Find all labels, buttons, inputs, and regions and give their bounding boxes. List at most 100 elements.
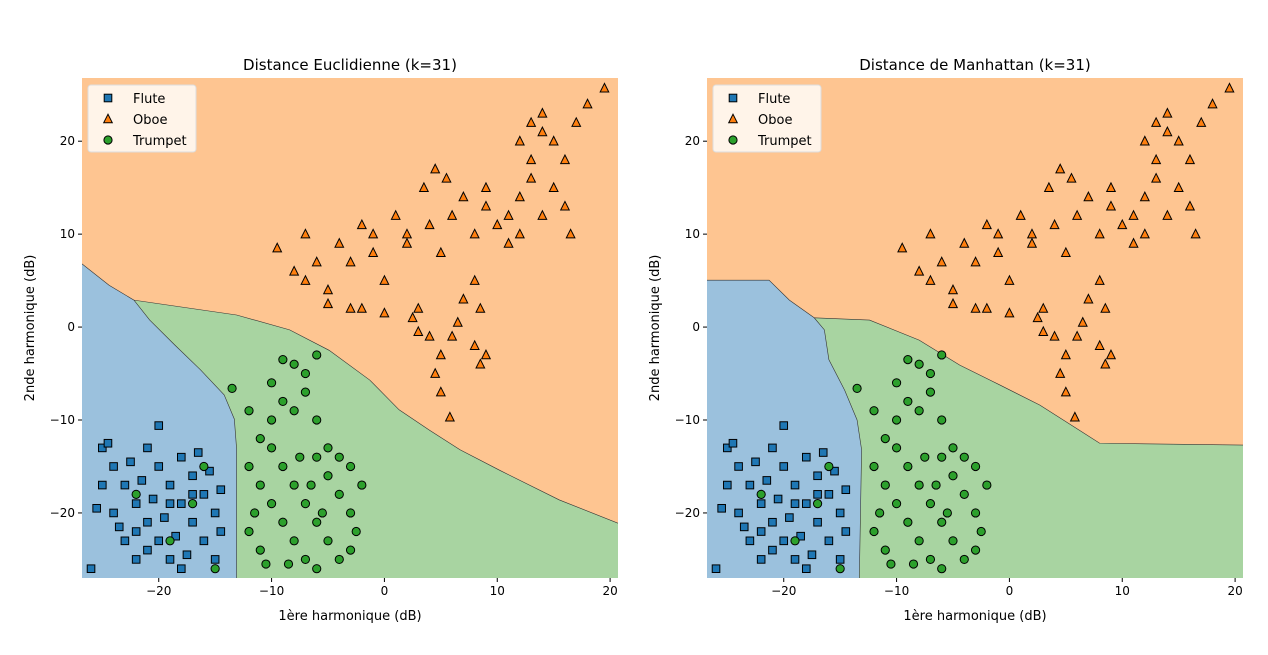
point-oboe <box>430 367 441 378</box>
point-trumpet <box>937 452 947 462</box>
point-oboe <box>1151 153 1162 165</box>
point-oboe <box>1190 228 1201 239</box>
point-oboe <box>345 256 356 267</box>
point-oboe <box>947 283 959 295</box>
point-oboe <box>441 172 452 183</box>
legend-label-trumpet: Trumpet <box>132 134 187 149</box>
legend-label-trumpet: Trumpet <box>757 134 812 149</box>
point-oboe <box>947 297 959 309</box>
point-oboe <box>1060 246 1071 258</box>
point-flute <box>98 480 107 490</box>
point-oboe <box>390 209 401 220</box>
legend-marker-trumpet <box>728 135 738 145</box>
point-oboe <box>559 200 571 211</box>
point-trumpet <box>250 508 260 518</box>
point-oboe <box>1038 302 1049 313</box>
point-oboe <box>526 116 537 127</box>
point-flute <box>216 527 226 536</box>
point-oboe <box>356 302 367 313</box>
point-trumpet <box>278 461 288 472</box>
point-flute <box>734 462 743 471</box>
point-trumpet <box>891 415 902 425</box>
point-trumpet <box>300 554 311 565</box>
point-flute <box>171 531 180 541</box>
point-flute <box>210 508 220 518</box>
point-oboe <box>526 153 537 165</box>
point-oboe <box>469 274 480 285</box>
legend-label-oboe: Oboe <box>133 113 167 128</box>
legend-label-flute: Flute <box>133 92 165 107</box>
point-oboe <box>1072 209 1083 220</box>
y-tick-label: 0 <box>67 320 75 334</box>
point-oboe <box>565 228 576 239</box>
point-flute <box>835 508 845 518</box>
point-trumpet <box>903 354 913 365</box>
decision-boundary <box>133 299 618 524</box>
point-trumpet <box>345 461 356 472</box>
x-tick-label: −20 <box>771 584 796 598</box>
point-flute <box>762 476 772 485</box>
decision-boundary <box>814 317 1243 446</box>
point-trumpet <box>227 383 237 394</box>
point-oboe <box>435 386 446 397</box>
point-flute <box>807 550 817 560</box>
point-oboe <box>514 191 525 202</box>
point-flute <box>143 545 152 555</box>
x-tick-label: 10 <box>490 584 505 598</box>
x-tick-label: −10 <box>259 584 284 598</box>
y-tick-label: 0 <box>692 320 700 334</box>
point-flute <box>165 480 175 490</box>
decision-boundary <box>707 279 862 578</box>
point-flute <box>768 443 777 453</box>
point-oboe <box>418 181 430 192</box>
point-trumpet <box>244 406 254 416</box>
point-oboe <box>322 297 334 309</box>
point-trumpet <box>317 508 327 518</box>
point-trumpet <box>266 378 277 388</box>
point-flute <box>779 421 789 430</box>
point-oboe <box>1077 316 1088 327</box>
point-trumpet <box>255 480 265 490</box>
point-trumpet <box>869 461 879 472</box>
point-oboe <box>1162 107 1173 118</box>
point-trumpet <box>351 526 361 537</box>
point-oboe <box>1055 367 1066 378</box>
point-flute <box>813 517 822 527</box>
point-oboe <box>1162 125 1173 137</box>
point-oboe <box>401 228 413 239</box>
point-trumpet <box>903 461 913 472</box>
point-trumpet <box>925 368 936 379</box>
point-flute <box>813 490 822 499</box>
point-oboe <box>1004 307 1015 318</box>
y-axis-label: 2nde harmonique (dB) <box>23 255 38 402</box>
point-trumpet <box>334 452 344 462</box>
point-oboe <box>435 349 446 360</box>
point-oboe <box>1055 163 1066 174</box>
point-trumpet <box>199 461 209 472</box>
point-flute <box>86 564 96 574</box>
y-tick-label: −20 <box>675 506 700 520</box>
point-flute <box>154 421 164 430</box>
point-oboe <box>537 209 548 220</box>
point-flute <box>188 490 197 499</box>
point-oboe <box>452 316 463 327</box>
point-trumpet <box>345 545 356 555</box>
point-oboe <box>1094 274 1105 285</box>
point-trumpet <box>323 536 333 546</box>
point-oboe <box>345 302 356 313</box>
point-oboe <box>322 283 334 295</box>
point-trumpet <box>891 378 902 388</box>
y-axis-label: 2nde harmonique (dB) <box>648 255 663 402</box>
point-flute <box>154 536 164 546</box>
point-flute <box>802 452 811 462</box>
point-trumpet <box>970 461 981 472</box>
point-flute <box>92 503 101 513</box>
point-flute <box>210 555 220 564</box>
point-oboe <box>571 116 582 127</box>
point-oboe <box>458 293 469 304</box>
point-oboe <box>368 228 379 239</box>
point-oboe <box>407 311 418 323</box>
point-trumpet <box>278 517 288 527</box>
point-oboe <box>1173 135 1184 146</box>
point-flute <box>199 490 209 499</box>
